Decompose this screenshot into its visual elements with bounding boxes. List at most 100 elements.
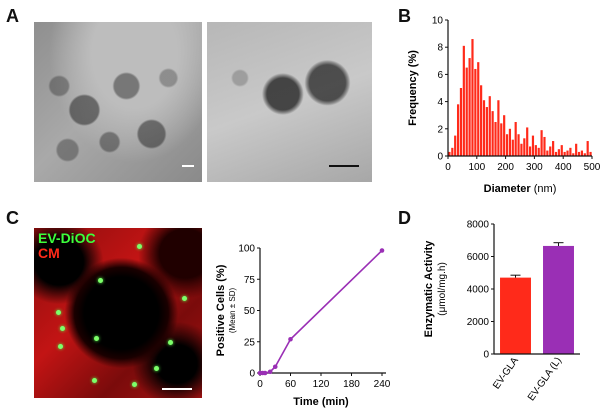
micrograph-label-cm: CM [38,245,60,261]
histogram-bar [465,67,468,156]
x-axis-title: Diameter (nm) [484,183,557,195]
y-tick-label: 6 [437,70,443,81]
y-axis-title: Positive Cells (%) [215,264,227,356]
histogram-bar [505,134,509,156]
histogram-bar [575,143,578,156]
vesicle-dot [168,340,173,345]
vesicle-dot [60,326,65,331]
histogram-bar [554,151,558,156]
y-tick-label: 2000 [467,317,490,328]
histogram-bar [560,145,563,156]
histogram-bar [531,135,535,156]
histogram-bar [448,151,451,156]
histogram-bar [482,100,486,156]
histogram-bar [586,141,589,156]
histogram-bar [471,39,474,156]
histogram-bar [508,128,512,156]
x-tick-label: 240 [374,379,391,390]
histogram-bar [451,147,454,156]
panel-label-c: C [6,208,19,228]
histogram-bar [528,146,532,156]
x-tick-label: 500 [584,162,600,173]
histogram-bar [546,150,549,156]
y-tick-label: 8000 [467,220,490,231]
histogram-bar [474,68,477,156]
histogram-bar [468,58,471,156]
vesicle-dot [132,382,137,387]
histogram-bar [514,122,517,156]
vesicle-dot [182,296,187,301]
y-tick-label: 4 [437,97,443,108]
histogram-bar [523,138,526,156]
data-point [267,369,273,375]
histogram-bar [488,96,491,156]
y-tick-label: 2 [437,124,443,135]
histogram-bar [577,151,581,156]
y-tick-label: 100 [238,244,255,255]
y-axis-unit: (μmol/mg.h) [437,262,448,316]
histogram-bar [503,115,506,156]
histogram-bar [557,149,560,156]
panel-label-b: B [398,6,411,26]
histogram-bar [517,134,520,156]
y-tick-label: 6000 [467,252,490,263]
histogram-bar [537,147,540,156]
y-axis-title: Frequency (%) [407,50,419,126]
x-tick-label: 100 [468,162,485,173]
histogram-bar [491,111,494,156]
activity-bar [543,245,574,354]
histogram-bar [485,107,488,156]
data-point [288,336,293,342]
histogram-bar [540,130,543,156]
x-tick-label: 0 [257,379,263,390]
y-axis-subtitle: (Mean ± SD) [228,288,237,334]
histogram-bar [563,151,566,156]
y-tick-label: 0 [437,152,443,163]
histogram-bar [456,104,460,156]
x-tick-label: 400 [555,162,572,173]
y-tick-label: 25 [244,337,256,348]
histogram-bar [572,153,575,156]
histogram-bar [552,141,555,156]
y-tick-label: 50 [244,306,256,317]
y-tick-label: 75 [244,275,256,286]
histogram-bar [480,85,483,156]
x-tick-label: 200 [497,162,514,173]
vesicle-dot [154,366,159,371]
histogram-bar [497,100,500,156]
enzymatic-activity-chart: EV-GLA EV-GLA (L) 0 2000 4000 6000 8000 Enzymat… [423,220,580,403]
x-axis-unit: (nm) [531,183,557,195]
scale-bar [162,388,192,390]
series-line [260,249,383,374]
y-tick-label: 10 [432,16,444,27]
category-label: EV-GLA [491,355,521,391]
y-axis-title: Enzymatic Activity [423,240,435,338]
y-tick-label: 0 [483,350,489,361]
histogram-bar [459,88,463,156]
category-label: EV-GLA (L) [526,355,564,403]
scale-bar [329,165,359,167]
data-point [379,248,385,253]
vesicle-dot [56,310,61,315]
x-tick-label: 300 [526,162,543,173]
micrograph-label-ev-dioc: EV-DiOC [38,230,96,246]
vesicle-dot [137,244,142,249]
histogram-bar [534,145,537,156]
histogram-bar [500,123,503,156]
histogram-bar [543,136,546,156]
y-tick-label: 0 [249,369,255,380]
vesicle-dot [92,378,97,383]
panel-label-a: A [6,6,19,26]
x-axis-title: Time (min) [293,396,349,408]
histogram-bar [580,150,584,156]
histogram-bar [520,143,523,156]
x-tick-label: 60 [285,379,297,390]
histogram-bar [511,139,514,156]
activity-bar [500,277,531,354]
x-tick-label: 180 [343,379,360,390]
x-tick-label: 0 [445,162,451,173]
y-tick-label: 4000 [467,285,490,296]
positive-cells-time-chart: 0 25 50 75 100 0 60 120 180 240 Time (min) Positive… [215,244,391,409]
cryo-em-image-zoomed [207,22,372,182]
